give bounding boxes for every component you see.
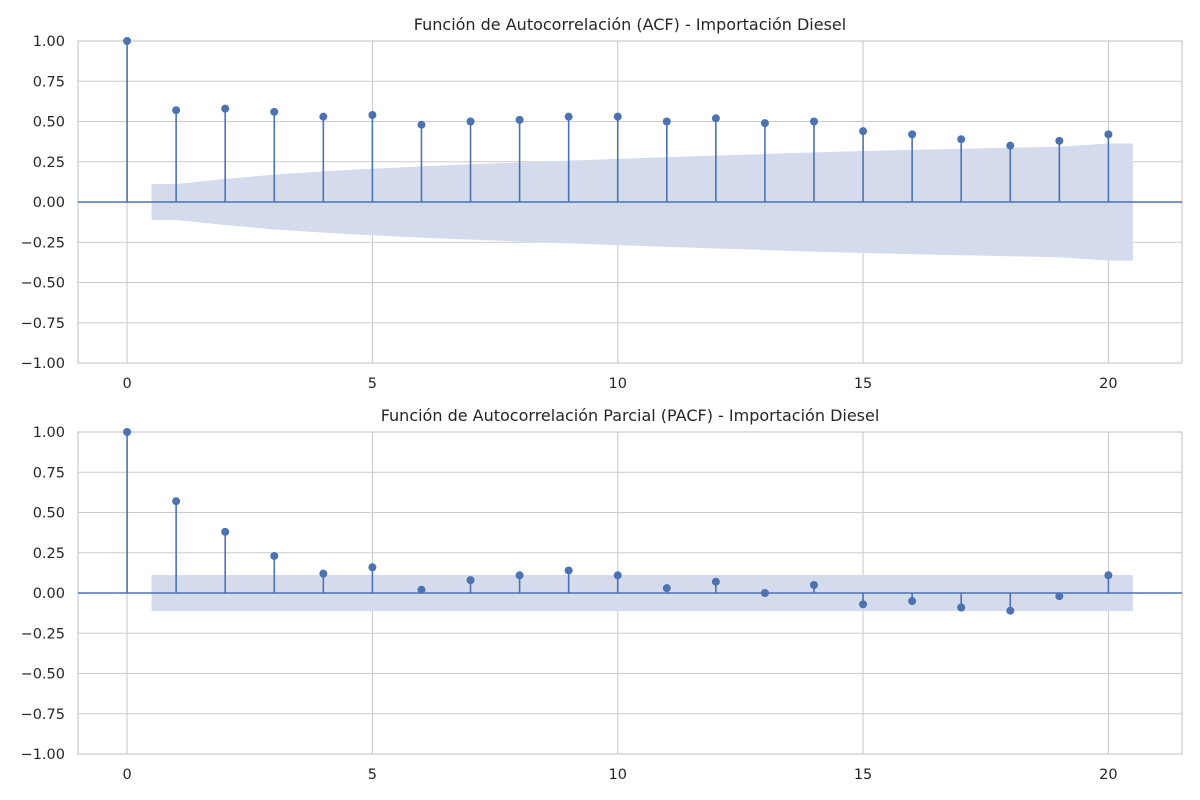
pacf-ytick-label-0: 1.00 bbox=[33, 425, 65, 441]
pacf-point-13 bbox=[760, 589, 769, 597]
pacf-point-11 bbox=[662, 584, 671, 593]
acf-point-1 bbox=[172, 106, 181, 115]
pacf-point-8 bbox=[515, 571, 524, 580]
acf-ytick-label-7: −0.75 bbox=[21, 316, 65, 332]
pacf-ytick-label-8: −1.00 bbox=[21, 747, 65, 763]
pacf-point-17 bbox=[957, 603, 966, 612]
pacf-ytick-label-6: −0.50 bbox=[21, 667, 65, 683]
acf-ytick-label-3: 0.25 bbox=[33, 155, 65, 171]
pacf-ytick-label-1: 0.75 bbox=[33, 465, 65, 481]
acf-xtick-label-3: 15 bbox=[854, 376, 872, 392]
acf-point-11 bbox=[662, 117, 671, 126]
pacf-xtick-label-0: 0 bbox=[122, 767, 131, 783]
acf-xtick-label-4: 20 bbox=[1099, 376, 1117, 392]
pacf-ytick-label-4: 0.00 bbox=[33, 586, 65, 602]
pacf-point-15 bbox=[859, 600, 868, 609]
pacf-point-7 bbox=[466, 576, 475, 585]
acf-point-8 bbox=[515, 115, 524, 124]
acf-ytick-label-5: −0.25 bbox=[21, 235, 65, 251]
acf-point-6 bbox=[417, 120, 426, 129]
acf-point-12 bbox=[711, 114, 720, 123]
pacf-xtick-label-2: 10 bbox=[609, 767, 627, 783]
pacf-point-6 bbox=[417, 585, 426, 594]
pacf-point-18 bbox=[1006, 606, 1015, 615]
pacf-point-9 bbox=[564, 566, 573, 575]
acf-point-13 bbox=[760, 119, 769, 128]
acf-xtick-label-0: 0 bbox=[122, 376, 131, 392]
acf-point-9 bbox=[564, 112, 573, 121]
pacf-point-5 bbox=[368, 563, 377, 572]
acf-ytick-label-1: 0.75 bbox=[33, 74, 65, 90]
acf-point-14 bbox=[810, 117, 818, 126]
pacf-point-2 bbox=[221, 527, 230, 536]
pacf-point-0 bbox=[123, 428, 132, 436]
acf-point-4 bbox=[319, 112, 328, 121]
pacf-chart: 1.00 0.75 0.50 0.25 0.00 −0.25 −0.50 −0.75 −1.00… bbox=[21, 425, 1183, 783]
pacf-ytick-label-3: 0.25 bbox=[33, 546, 65, 562]
acf-point-5 bbox=[368, 111, 377, 120]
pacf-point-19 bbox=[1055, 592, 1064, 601]
acf-point-3 bbox=[270, 107, 279, 116]
pacf-xtick-label-3: 15 bbox=[854, 767, 872, 783]
acf-ytick-label-6: −0.50 bbox=[21, 276, 65, 292]
acf-chart-title: Función de Autocorrelación (ACF) - Impor… bbox=[413, 15, 847, 34]
acf-point-7 bbox=[466, 117, 475, 126]
acf-point-0 bbox=[123, 37, 132, 45]
acf-point-2 bbox=[221, 104, 230, 113]
pacf-point-12 bbox=[711, 577, 720, 586]
pacf-point-4 bbox=[319, 569, 328, 578]
pacf-ytick-label-7: −0.75 bbox=[21, 707, 65, 723]
pacf-point-3 bbox=[270, 551, 279, 560]
pacf-point-16 bbox=[908, 597, 917, 606]
acf-point-15 bbox=[859, 127, 868, 136]
pacf-chart-title: Función de Autocorrelación Parcial (PACF… bbox=[380, 406, 880, 425]
pacf-ytick-label-2: 0.50 bbox=[33, 506, 65, 522]
pacf-xtick-label-4: 20 bbox=[1099, 767, 1117, 783]
acf-ytick-label-4: 0.00 bbox=[33, 195, 65, 211]
acf-xtick-label-2: 10 bbox=[609, 376, 627, 392]
acf-point-17 bbox=[957, 135, 966, 144]
pacf-point-14 bbox=[810, 580, 818, 589]
acf-ytick-label-2: 0.50 bbox=[33, 115, 65, 131]
acf-point-20 bbox=[1104, 130, 1113, 139]
acf-ytick-label-8: −1.00 bbox=[21, 356, 65, 372]
pacf-point-20 bbox=[1104, 571, 1113, 580]
acf-chart: 1.00 0.75 0.50 0.25 0.00 −0.25 −0.50 −0.75 −1.00… bbox=[21, 34, 1183, 392]
pacf-ytick-label-5: −0.25 bbox=[21, 626, 65, 642]
pacf-xtick-label-1: 5 bbox=[368, 767, 377, 783]
acf-ytick-label-0: 1.00 bbox=[33, 34, 65, 50]
pacf-point-10 bbox=[613, 571, 622, 580]
pacf-point-1 bbox=[172, 497, 181, 506]
acf-point-10 bbox=[613, 112, 622, 121]
acf-point-16 bbox=[908, 130, 917, 139]
acf-point-18 bbox=[1006, 141, 1015, 150]
acf-point-19 bbox=[1055, 136, 1064, 145]
acf-xtick-label-1: 5 bbox=[368, 376, 377, 392]
